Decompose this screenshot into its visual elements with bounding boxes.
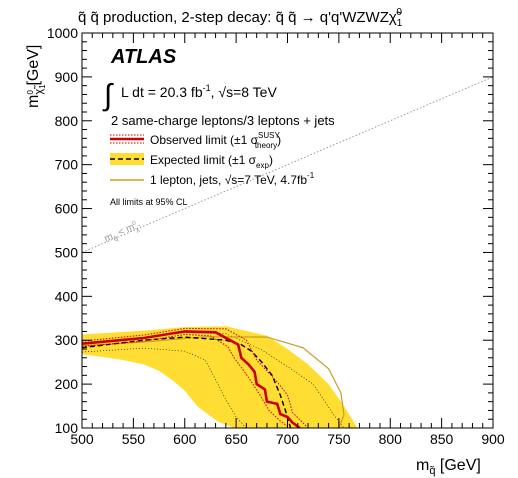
y-tick-label: 800 — [55, 113, 79, 129]
chart-title: q̃ q̃ production, 2-step decay: q̃ q̃ → … — [78, 7, 403, 29]
y-tick-label: 1000 — [47, 25, 78, 41]
legend-entry-expected: Expected limit (±1 σexp) — [110, 153, 273, 170]
y-tick-label: 100 — [55, 420, 79, 436]
cl-note: All limits at 95% CL — [110, 197, 188, 207]
y-tick-label: 400 — [55, 288, 79, 304]
x-tick-label: 700 — [276, 431, 300, 447]
y-tick-label: 900 — [55, 69, 79, 85]
integral-symbol: ∫ — [102, 79, 114, 112]
x-tick-label: 850 — [430, 431, 454, 447]
y-tick-label: 500 — [55, 244, 79, 260]
channel-label: 2 same-charge leptons/3 leptons + jets — [111, 113, 335, 128]
y-tick-label: 300 — [55, 332, 79, 348]
legend-entry-prior: 1 lepton, jets, √s=7 TeV, 4.7fb-1 — [110, 171, 315, 187]
observed-minus-line — [82, 333, 290, 428]
legend-prior-text: 1 lepton, jets, √s=7 TeV, 4.7fb-1 — [150, 171, 315, 187]
y-axis-label: mχ̃10 [GeV] — [25, 45, 47, 108]
atlas-label: ATLAS — [110, 46, 177, 68]
x-tick-label: 550 — [122, 431, 146, 447]
x-tick-label: 900 — [481, 431, 505, 447]
x-axis: 500 550 600 650 700 750 800 850 900 — [70, 33, 505, 447]
expected-limit-line — [82, 336, 292, 428]
legend-expected-text: Expected limit (±1 σexp) — [150, 153, 273, 170]
diagonal-label: mq̃ < mχ̃0 — [103, 219, 144, 247]
expected-minus-line — [82, 347, 247, 428]
diagonal-line — [82, 76, 493, 253]
x-tick-label: 600 — [173, 431, 197, 447]
y-axis: 100 200 300 400 500 600 700 800 900 1000 — [47, 25, 493, 436]
prior-result-line — [82, 336, 345, 428]
legend: Observed limit (±1 σSUSY theory) Expected… — [110, 131, 315, 187]
legend-observed-text: Observed limit (±1 σSUSY theory) — [150, 131, 281, 150]
y-tick-label: 200 — [55, 376, 79, 392]
x-tick-label: 750 — [327, 431, 351, 447]
y-tick-label: 600 — [55, 201, 79, 217]
observed-plus-line — [82, 327, 309, 428]
x-axis-label: mq̃ [GeV] — [416, 457, 481, 477]
observed-limit-line — [82, 330, 301, 428]
x-tick-label: 500 — [70, 431, 94, 447]
x-tick-label: 650 — [224, 431, 248, 447]
plot-area — [82, 76, 493, 428]
y-tick-label: 700 — [55, 157, 79, 173]
x-tick-label: 800 — [379, 431, 403, 447]
legend-entry-observed: Observed limit (±1 σSUSY theory) — [110, 131, 281, 150]
lumi-label: L dt = 20.3 fb-1, √s=8 TeV — [121, 83, 277, 100]
expected-band — [82, 326, 358, 428]
